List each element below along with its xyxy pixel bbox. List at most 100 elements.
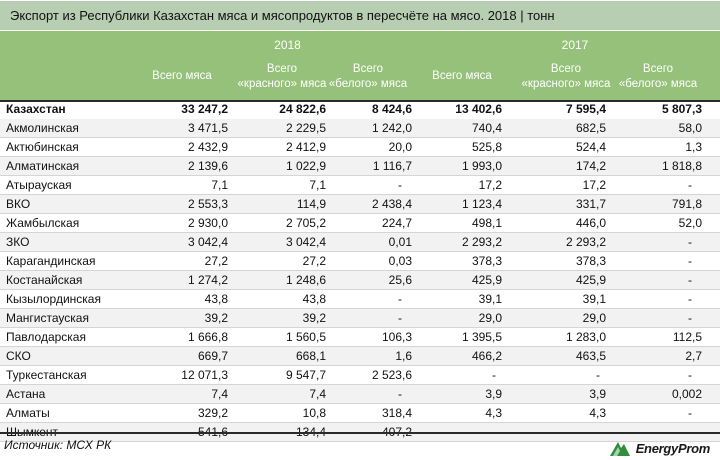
table-cell: - (596, 368, 600, 382)
table-cell: 668,1 (295, 349, 326, 363)
table-cell: - (492, 368, 496, 382)
table-cell: 1 993,0 (461, 159, 502, 173)
region-name: ВКО (6, 197, 31, 211)
table-cell: 13 402,6 (455, 102, 502, 116)
table-cell: 52,0 (678, 216, 702, 230)
table-cell: 8 424,6 (371, 102, 412, 116)
table-row: ВКО 2 553,3 114,9 2 438,4 1 123,4 331,7 791,8 (0, 195, 720, 214)
table-cell: 525,8 (471, 140, 502, 154)
column-header: Всего «красного» мяса (230, 62, 334, 92)
total-row: Казахстан 33 247,2 24 822,6 8 424,6 13 402,6… (0, 100, 720, 119)
table-cell: 740,4 (471, 121, 502, 135)
region-name: Алматинская (6, 159, 80, 173)
table-row: Астана 7,4 7,4 - 3,9 3,9 0,002 (0, 385, 720, 404)
table-cell: 58,0 (678, 121, 702, 135)
column-header: Всего «белого» мяса (325, 62, 411, 92)
table-cell: 2 293,2 (461, 235, 502, 249)
table-cell: 174,2 (575, 159, 606, 173)
region-name: Казахстан (6, 102, 66, 116)
table-cell: 39,1 (582, 292, 606, 306)
table-cell: 0,002 (671, 387, 702, 401)
table-row: Мангистауская 39,2 39,2 - 29,0 29,0 - (0, 309, 720, 328)
energyprom-logo: EnergyProm (608, 438, 710, 458)
region-name: Жамбылская (6, 216, 80, 230)
row-divider (0, 308, 720, 309)
column-header-line: «белого» мяса (618, 78, 698, 90)
region-name: Павлодарская (6, 330, 86, 344)
table-cell: 33 247,2 (181, 102, 228, 116)
table-cell: 1 248,6 (285, 273, 326, 287)
table-cell: - (688, 406, 692, 420)
table-cell: 1 123,4 (461, 197, 502, 211)
table-cell: 425,9 (575, 273, 606, 287)
column-header: Всего «белого» мяса (615, 62, 701, 92)
table-cell: 3 042,4 (285, 235, 326, 249)
column-header-line: Всего (550, 63, 582, 75)
column-header-line: «белого» мяса (328, 78, 408, 90)
table-cell: 17,2 (582, 178, 606, 192)
column-header-line: «красного» мяса (521, 78, 611, 90)
table-cell: 3,9 (485, 387, 502, 401)
table-row: Акмолинская 3 471,5 2 229,5 1 242,0 740,4 682… (0, 119, 720, 138)
table-cell: 1 283,0 (565, 330, 606, 344)
table-cell: 39,2 (302, 311, 326, 325)
row-divider (0, 194, 720, 195)
table-cell: 27,2 (302, 254, 326, 268)
column-header-line: Всего мяса (152, 70, 212, 82)
table-cell: 43,8 (302, 292, 326, 306)
table-cell: 9 547,7 (285, 368, 326, 382)
region-name: Туркестанская (6, 368, 87, 382)
logo-text: EnergyProm (635, 440, 711, 456)
table-row: Костанайская 1 274,2 1 248,6 25,6 425,9 425,9… (0, 271, 720, 290)
table-cell: 2 432,9 (187, 140, 228, 154)
title-bar: Экспорт из Республики Казахстан мяса и м… (0, 0, 720, 30)
table-cell: - (398, 178, 402, 192)
table-cell: 1 116,7 (372, 159, 412, 173)
column-header-row: Всего мяса Всего «красного» мяса Всего «бело… (0, 59, 720, 100)
table-cell: 10,8 (302, 406, 326, 420)
region-name: Астана (6, 387, 46, 401)
region-name: Атырауская (6, 178, 72, 192)
table-cell: 4,3 (485, 406, 502, 420)
table-cell: 524,4 (575, 140, 606, 154)
table-cell: 2 438,4 (371, 197, 412, 211)
region-name: Карагандинская (6, 254, 96, 268)
table-cell: - (398, 311, 402, 325)
table-cell: 1,3 (685, 140, 702, 154)
row-divider (0, 270, 720, 271)
region-name: ЗКО (6, 235, 30, 249)
table-cell: 1 022,9 (285, 159, 326, 173)
table-cell: 2,7 (685, 349, 702, 363)
table-cell: 27,2 (204, 254, 228, 268)
table-row: Жамбылская 2 930,0 2 705,2 224,7 498,1 446,0 5… (0, 214, 720, 233)
table-cell: 378,3 (471, 254, 502, 268)
table-cell: 4,3 (589, 406, 606, 420)
table-cell: 20,0 (388, 140, 412, 154)
table-cell: - (398, 387, 402, 401)
row-divider (0, 213, 720, 214)
table-cell: 7,4 (211, 387, 228, 401)
table-cell: 331,7 (575, 197, 606, 211)
row-divider (0, 384, 720, 385)
table-cell: 12 071,3 (181, 368, 228, 382)
year-label: 2017 (561, 38, 589, 52)
table-cell: 2 553,3 (187, 197, 228, 211)
row-divider (0, 422, 720, 423)
column-header-line: Всего (642, 63, 674, 75)
table-cell: 2 523,6 (371, 368, 412, 382)
table-cell: 1 666,8 (187, 330, 228, 344)
table-cell: - (688, 254, 692, 268)
column-header: Всего мяса (134, 69, 230, 84)
table-cell: 1 274,2 (187, 273, 228, 287)
table-row: Павлодарская 1 666,8 1 560,5 106,3 1 395,5 1 … (0, 328, 720, 347)
table-cell: 29,0 (478, 311, 502, 325)
table-cell: 17,2 (478, 178, 502, 192)
table-cell: - (398, 292, 402, 306)
table-cell: 378,3 (575, 254, 606, 268)
region-name: Мангистауская (6, 311, 89, 325)
row-divider (0, 327, 720, 328)
table-cell: 463,5 (575, 349, 606, 363)
table-row: Атырауская 7,1 7,1 - 17,2 17,2 - (0, 176, 720, 195)
table-row: СКО 669,7 668,1 1,6 466,2 463,5 2,7 (0, 347, 720, 366)
table-row: Туркестанская 12 071,3 9 547,7 2 523,6 - - - (0, 366, 720, 385)
